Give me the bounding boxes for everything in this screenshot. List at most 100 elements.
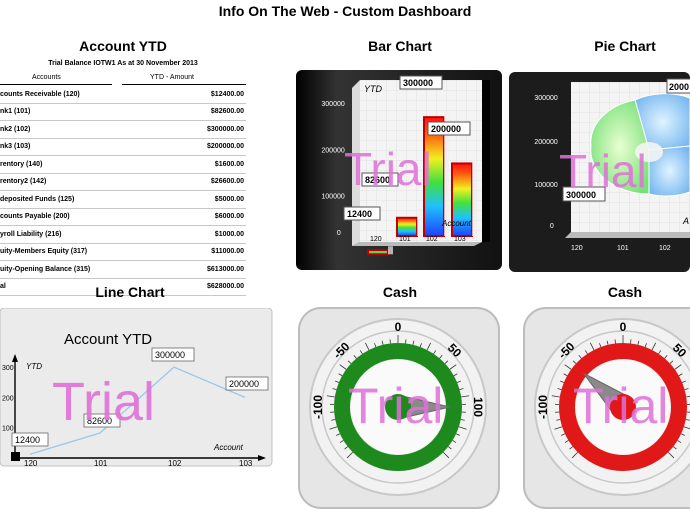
gauge-watermark: Trial: [348, 378, 443, 434]
line-data-label-box: [151, 347, 195, 362]
table-row: uity-Members Equity (317) $11000.00: [0, 243, 246, 261]
line-chart: Account YTD YTD Account 100 200 300 120 101…: [0, 308, 273, 468]
table-row: counts Payable (200) $6000.00: [0, 208, 246, 226]
account-name: yroll Liability (216): [0, 225, 172, 244]
pie-label-right: A: [682, 216, 689, 226]
line-y-tick: 200: [2, 395, 14, 402]
bar-watermark: Trial: [344, 143, 432, 195]
bar-y-tick: 100000: [321, 194, 344, 201]
bar-x-tick: 102: [426, 236, 438, 243]
account-ytd-title: Account YTD: [79, 38, 167, 54]
cash-gauge-2-title: Cash: [607, 284, 643, 300]
account-name: deposited Funds (125): [0, 190, 172, 209]
account-amount: $1600.00: [171, 155, 246, 174]
line-data-label-box: [83, 413, 121, 428]
line-x-tick: 120: [24, 459, 38, 468]
account-amount: $5000.00: [171, 190, 246, 209]
bar-data-label: 300000: [403, 78, 433, 88]
gauge-watermark: Trial: [573, 378, 668, 434]
bar-x-tick: 120: [370, 236, 382, 243]
account-amount: $6000.00: [171, 208, 246, 226]
line-ylabel: YTD: [26, 362, 42, 371]
col-accounts-header: Accounts: [32, 74, 61, 81]
table-row: al $628000.00: [0, 278, 246, 296]
account-amount: $11000.00: [171, 243, 246, 261]
account-amount: $1000.00: [171, 225, 246, 244]
bar-data-label-box: [361, 172, 399, 187]
line-data-label: 12400: [15, 435, 40, 445]
bar-data-label: 200000: [431, 124, 461, 134]
account-name: al: [0, 278, 172, 296]
account-amount: $613000.00: [171, 260, 246, 279]
account-amount: $82600.00: [171, 103, 246, 121]
pie-x-tick: 102: [659, 245, 671, 252]
gauge-tick-label: -100: [311, 395, 325, 419]
bar-xlabel: Account: [441, 219, 472, 228]
bar-x-tick: 101: [399, 236, 411, 243]
pie-y-tick: 0: [550, 223, 554, 230]
line-data-label: 300000: [155, 350, 185, 360]
bar-y-tick: 0: [337, 230, 341, 237]
account-name: counts Payable (200): [0, 208, 172, 226]
account-name: uity-Members Equity (317): [0, 243, 172, 261]
bar-y-tick: 300000: [321, 101, 344, 108]
pie-y-tick: 100000: [534, 182, 557, 189]
account-amount: $26600.00: [171, 173, 246, 191]
line-data-label: 82600: [87, 416, 112, 426]
bar-y-tick: 200000: [321, 147, 344, 154]
table-row: deposited Funds (125) $5000.00: [0, 190, 246, 209]
account-name: rentory2 (142): [0, 173, 172, 191]
gauge-hub: [610, 394, 636, 420]
line-x-tick: 101: [94, 459, 108, 468]
account-name: counts Receivable (120): [0, 86, 172, 104]
pie-x-tick: 101: [617, 245, 629, 252]
bar-x-tick: 103: [454, 236, 466, 243]
bar: [396, 216, 418, 238]
line-watermark: Trial: [52, 372, 155, 432]
account-amount: $200000.00: [171, 138, 246, 156]
table-row: uity-Opening Balance (315) $613000.00: [0, 260, 246, 279]
pie-chart-title: Pie Chart: [594, 38, 656, 54]
line-inner-title: Account YTD: [64, 331, 152, 348]
line-data-label-box: [225, 376, 269, 391]
gauge-tick-label: -100: [536, 395, 550, 419]
table-row: counts Receivable (120) $12400.00: [0, 86, 246, 104]
table-row: nk1 (101) $82600.00: [0, 103, 246, 121]
line-data-label: 200000: [229, 379, 259, 389]
line-y-tick: 100: [2, 426, 14, 433]
table-row: rentory (140) $1600.00: [0, 155, 246, 174]
gauge-hub: [385, 394, 411, 420]
cash-gauge-1-title: Cash: [382, 284, 418, 300]
table-row: yroll Liability (216) $1000.00: [0, 225, 246, 244]
bar-data-label-box: [343, 206, 381, 221]
line-x-tick: 103: [239, 459, 253, 468]
gauge-ring: [559, 343, 687, 471]
bar-data-label: 82600: [365, 175, 390, 185]
table-header: Accounts YTD - Amount: [0, 73, 246, 85]
account-name: uity-Opening Balance (315): [0, 260, 172, 279]
bar-data-label-box: [399, 75, 443, 90]
line-x-tick: 102: [168, 459, 182, 468]
gauge-tick-label: 100: [471, 397, 485, 417]
trial-balance-caption: Trial Balance IOTW1 As at 30 November 20…: [48, 60, 198, 67]
pie-y-tick: 200000: [534, 139, 557, 146]
bar-data-label: 12400: [347, 209, 372, 219]
account-table: counts Receivable (120) $12400.00 nk1 (101…: [0, 86, 246, 296]
line-series: [29, 366, 246, 455]
bar: [367, 249, 389, 256]
account-amount: $12400.00: [171, 86, 246, 104]
col-amount-header: YTD - Amount: [150, 74, 194, 81]
line-y-tick: 300: [2, 365, 14, 372]
line-chart-title: Line Chart: [95, 284, 165, 300]
bar-ylabel: YTD: [364, 84, 383, 94]
pie-y-tick: 300000: [534, 95, 557, 102]
pie-label-left: 300000: [566, 190, 596, 200]
bar-chart-title: Bar Chart: [368, 38, 432, 54]
line-xlabel: Account: [213, 443, 244, 452]
account-name: nk1 (101): [0, 103, 172, 121]
page-title: Info On The Web - Custom Dashboard: [218, 3, 472, 19]
pie-label-top: 2000: [669, 82, 689, 92]
bar-chart: 0 100000 200000 300000 YTD 12400 82600 300000…: [296, 70, 502, 270]
